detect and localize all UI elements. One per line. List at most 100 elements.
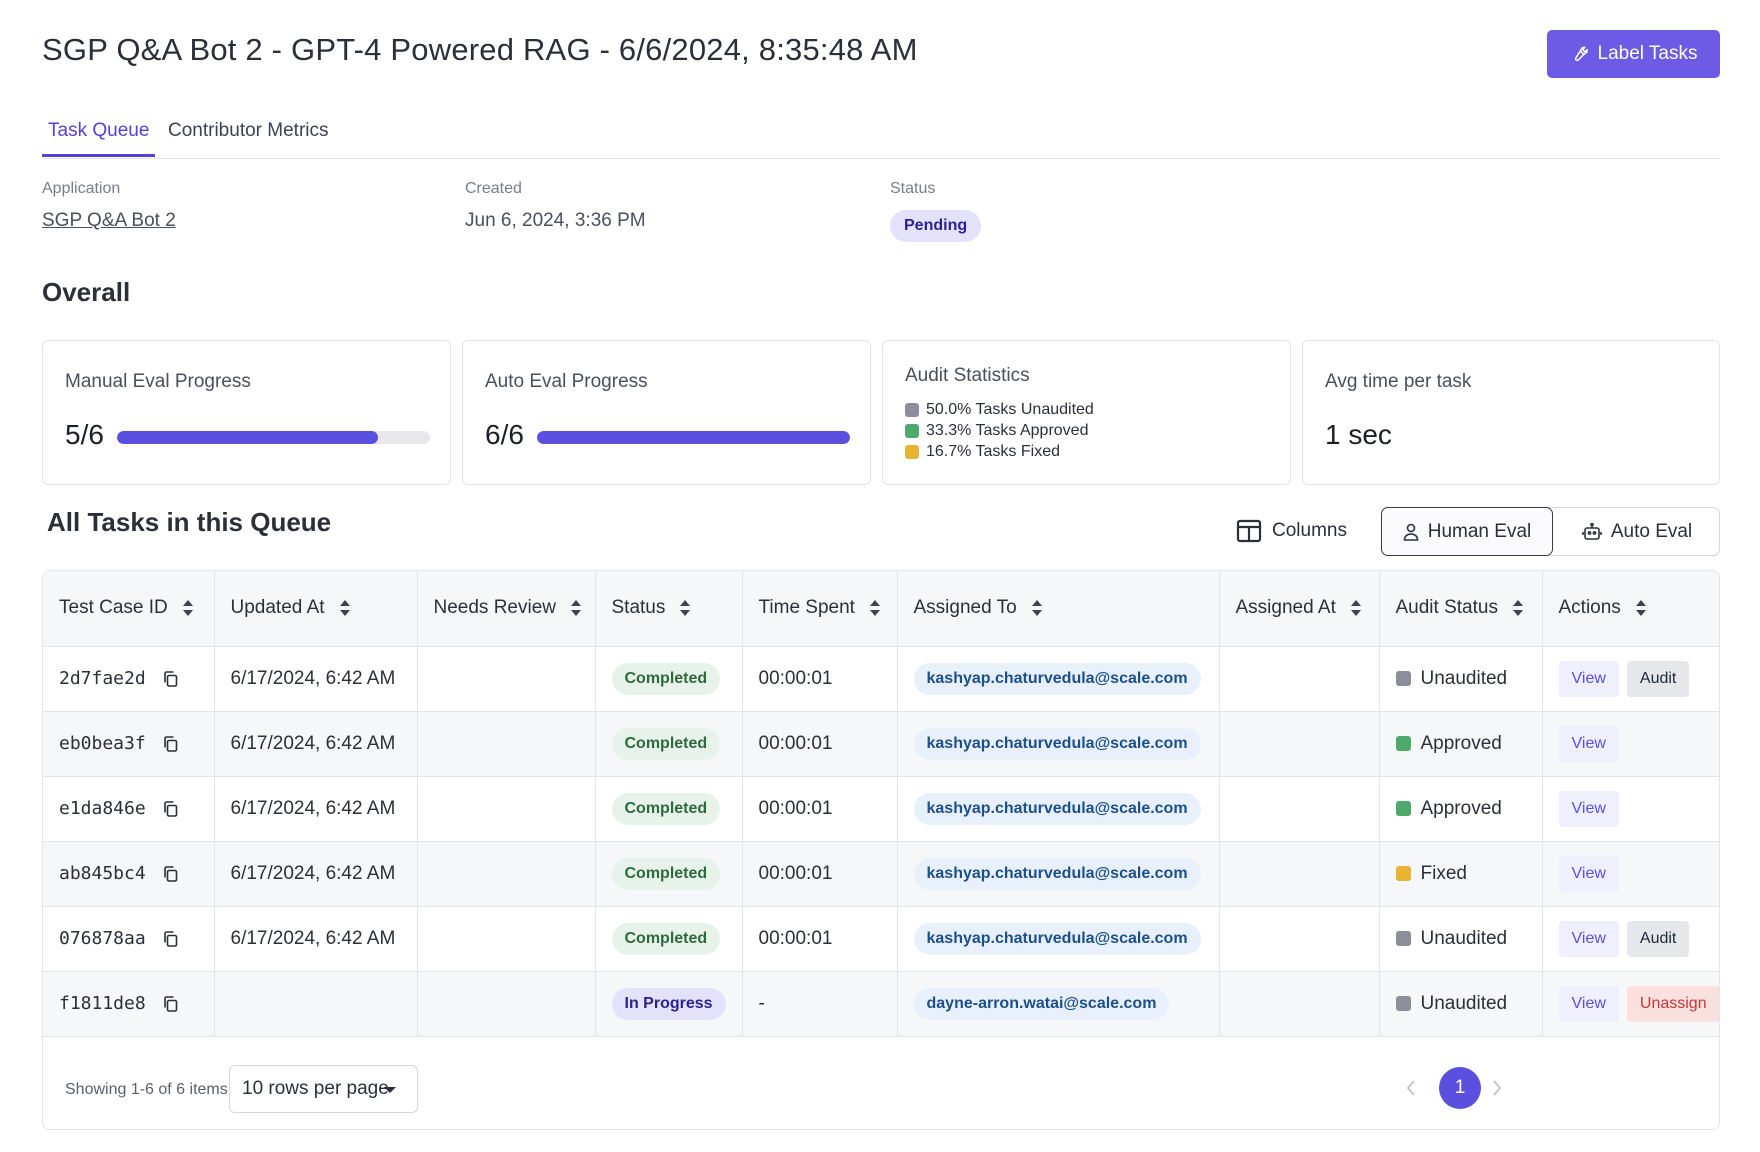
cell-status: Completed <box>595 776 743 842</box>
table-row[interactable]: f1811de8 In Progress - dayne-arron.watai@sc… <box>43 971 1719 1037</box>
table-row[interactable]: 2d7fae2d 6/17/2024, 6:42 AM Completed 00:00… <box>43 646 1719 712</box>
manual-eval-progress-fill <box>117 431 378 444</box>
cell-actions: View Unassign <box>1542 971 1719 1037</box>
column-header[interactable]: Actions <box>1542 571 1719 647</box>
sort-icon[interactable] <box>570 599 582 617</box>
cell-assigned-to: dayne-arron.watai@scale.com <box>897 971 1220 1037</box>
cell-needs-review <box>417 711 596 777</box>
copy-icon[interactable] <box>162 735 180 753</box>
view-button[interactable]: View <box>1558 660 1619 697</box>
view-button[interactable]: View <box>1558 920 1619 957</box>
label-tasks-button[interactable]: Label Tasks <box>1547 30 1720 78</box>
meta-application: Application SGP Q&A Bot 2 <box>42 180 176 232</box>
copy-icon[interactable] <box>162 995 180 1013</box>
sort-icon[interactable] <box>1512 599 1524 617</box>
auto-eval-title: Auto Eval Progress <box>485 371 648 392</box>
column-header-label: Needs Review <box>433 597 557 619</box>
unassign-button[interactable]: Unassign <box>1626 985 1719 1022</box>
manual-eval-title: Manual Eval Progress <box>65 371 251 392</box>
copy-icon[interactable] <box>162 800 180 818</box>
audit-button[interactable]: Audit <box>1626 920 1690 957</box>
cell-updated-at: 6/17/2024, 6:42 AM <box>214 646 418 712</box>
column-header[interactable]: Needs Review <box>417 571 596 647</box>
cell-time-spent: 00:00:01 <box>742 841 898 907</box>
table-body: 2d7fae2d 6/17/2024, 6:42 AM Completed 00:00… <box>43 646 1719 1037</box>
view-button[interactable]: View <box>1558 985 1619 1022</box>
meta-created: Created Jun 6, 2024, 3:36 PM <box>465 180 646 232</box>
column-header[interactable]: Assigned At <box>1219 571 1380 647</box>
rows-per-page-select[interactable]: 10 rows per page <box>229 1065 418 1113</box>
legend-unaudited: 50.0% Tasks Unaudited <box>905 399 1094 420</box>
table-row[interactable]: ab845bc4 6/17/2024, 6:42 AM Completed 00:00… <box>43 841 1719 907</box>
test-case-id: f1811de8 <box>59 993 146 1014</box>
cell-assigned-at <box>1219 776 1380 842</box>
columns-button[interactable]: Columns <box>1236 507 1347 555</box>
cell-needs-review <box>417 971 596 1037</box>
cell-needs-review <box>417 841 596 907</box>
showing-count: Showing 1-6 of 6 items <box>65 1081 228 1098</box>
auto-eval-progress-bar <box>537 431 850 444</box>
copy-icon[interactable] <box>162 930 180 948</box>
copy-icon[interactable] <box>162 865 180 883</box>
cell-updated-at: 6/17/2024, 6:42 AM <box>214 776 418 842</box>
tasks-heading: All Tasks in this Queue <box>47 507 332 537</box>
status-badge: Completed <box>611 727 721 760</box>
sort-icon[interactable] <box>182 599 194 617</box>
audit-statistics-card: Audit Statistics 50.0% Tasks Unaudited 3… <box>882 340 1291 485</box>
auto-eval-label: Auto Eval <box>1610 520 1693 542</box>
cell-assigned-to: kashyap.chaturvedula@scale.com <box>897 906 1220 972</box>
assignee-badge: kashyap.chaturvedula@scale.com <box>913 922 1201 955</box>
table-row[interactable]: eb0bea3f 6/17/2024, 6:42 AM Completed 00:00… <box>43 711 1719 777</box>
column-header[interactable]: Status <box>595 571 743 647</box>
tab-task-queue[interactable]: Task Queue <box>42 120 156 157</box>
cell-actions: View <box>1542 776 1719 842</box>
status-label: Status <box>890 180 936 197</box>
cell-assigned-at <box>1219 971 1380 1037</box>
view-button[interactable]: View <box>1558 855 1619 892</box>
sort-icon[interactable] <box>1635 599 1647 617</box>
chevron-left-icon[interactable] <box>1403 1076 1419 1100</box>
tab-contributor-metrics[interactable]: Contributor Metrics <box>168 120 329 141</box>
sort-icon[interactable] <box>1350 599 1362 617</box>
assignee-badge: kashyap.chaturvedula@scale.com <box>913 792 1201 825</box>
table-row[interactable]: e1da846e 6/17/2024, 6:42 AM Completed 00:00… <box>43 776 1719 842</box>
application-link[interactable]: SGP Q&A Bot 2 <box>42 210 176 231</box>
column-header[interactable]: Updated At <box>214 571 418 647</box>
table-row[interactable]: 076878aa 6/17/2024, 6:42 AM Completed 00:00… <box>43 906 1719 972</box>
status-badge: Completed <box>611 922 721 955</box>
cell-test-case-id: ab845bc4 <box>43 841 215 907</box>
avg-time-title: Avg time per task <box>1325 371 1472 392</box>
audit-status-label: Approved <box>1420 732 1502 754</box>
chevron-right-icon[interactable] <box>1489 1076 1505 1100</box>
page-1-button[interactable]: 1 <box>1439 1067 1481 1109</box>
test-case-id: 076878aa <box>59 928 146 949</box>
auto-eval-option[interactable]: Auto Eval <box>1557 507 1717 556</box>
sort-icon[interactable] <box>869 599 881 617</box>
audit-status-label: Unaudited <box>1420 992 1508 1014</box>
view-button[interactable]: View <box>1558 725 1619 762</box>
meta-status: Status Pending <box>890 180 982 242</box>
column-header-label: Actions <box>1558 597 1621 619</box>
sort-icon[interactable] <box>1031 599 1043 617</box>
column-header[interactable]: Audit Status <box>1379 571 1543 647</box>
human-eval-option[interactable]: Human Eval <box>1381 507 1553 556</box>
tasks-table: Test Case ID Updated At Needs Review Status… <box>42 570 1720 1130</box>
column-header[interactable]: Time Spent <box>742 571 898 647</box>
copy-icon[interactable] <box>162 670 180 688</box>
created-label: Created <box>465 180 522 197</box>
cell-status: Completed <box>595 841 743 907</box>
column-header[interactable]: Assigned To <box>897 571 1220 647</box>
audit-button[interactable]: Audit <box>1626 660 1690 697</box>
assignee-badge: kashyap.chaturvedula@scale.com <box>913 857 1201 890</box>
column-header[interactable]: Test Case ID <box>43 571 215 647</box>
avg-time-value: 1 sec <box>1325 419 1392 450</box>
sort-icon[interactable] <box>679 599 691 617</box>
created-value: Jun 6, 2024, 3:36 PM <box>465 210 646 231</box>
column-header-label: Test Case ID <box>59 597 168 619</box>
status-badge: Completed <box>611 792 721 825</box>
test-case-id: 2d7fae2d <box>59 668 146 689</box>
audit-status-swatch <box>1395 996 1411 1011</box>
test-case-id: eb0bea3f <box>59 733 146 754</box>
sort-icon[interactable] <box>339 599 351 617</box>
view-button[interactable]: View <box>1558 790 1619 827</box>
